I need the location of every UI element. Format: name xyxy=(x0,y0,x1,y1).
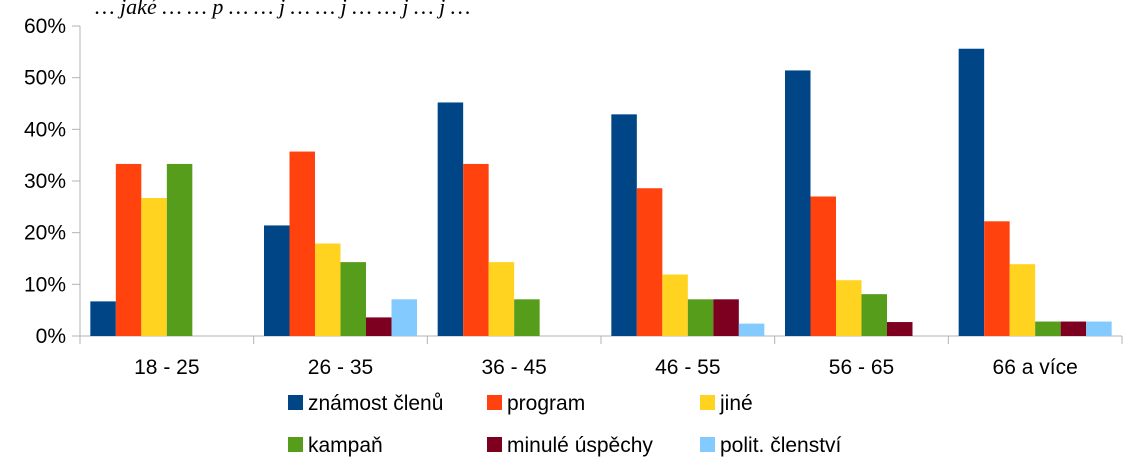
y-tick-label: 20% xyxy=(24,222,66,245)
x-tick-label: 26 - 35 xyxy=(308,356,373,379)
bar xyxy=(887,322,913,336)
bar xyxy=(90,301,116,336)
bar xyxy=(1009,264,1036,336)
bar xyxy=(738,323,765,336)
bar xyxy=(340,262,366,336)
bar xyxy=(166,163,193,336)
chart-title: … jaké … … p … … j … … j … … j … j … xyxy=(95,0,470,19)
bar xyxy=(611,114,637,336)
y-axis: 0% 10% 20% 30% 40% 50% 60% xyxy=(24,15,81,348)
bar xyxy=(437,102,464,336)
bar xyxy=(785,70,811,336)
y-tick-label: 0% xyxy=(36,325,66,348)
bar xyxy=(1060,321,1087,336)
bar xyxy=(810,196,836,336)
bar xyxy=(636,188,663,336)
x-axis: 18 - 25 26 - 35 36 - 45 46 - 55 56 - 65 66 a … xyxy=(79,335,1123,379)
bar xyxy=(463,163,489,336)
bar xyxy=(1086,321,1112,336)
x-tick-label: 36 - 45 xyxy=(481,356,546,379)
bar xyxy=(958,48,985,336)
bar xyxy=(264,225,290,336)
bar xyxy=(1035,321,1061,336)
y-tick-label: 50% xyxy=(24,67,66,90)
x-tick-label: 18 - 25 xyxy=(134,356,199,379)
chart-title-fragment: … jaké … … p … … j … … j … … j … j … xyxy=(95,0,470,19)
x-tick-label: 46 - 55 xyxy=(655,356,720,379)
bar xyxy=(289,151,315,336)
legend-swatch xyxy=(487,395,502,410)
bar xyxy=(984,221,1010,336)
bar xyxy=(488,262,515,336)
bar xyxy=(687,299,714,336)
legend-entry: minulé úspěchy xyxy=(507,434,653,457)
y-tick-label: 30% xyxy=(24,170,66,193)
legend-entry: kampaň xyxy=(308,434,383,457)
y-tick-label: 60% xyxy=(24,15,66,38)
bar xyxy=(861,294,887,336)
legend-entry: polit. členství xyxy=(720,434,842,457)
x-tick-label: 66 a více xyxy=(993,356,1078,379)
legend-swatch xyxy=(700,437,715,452)
bar xyxy=(141,198,167,336)
legend-swatch xyxy=(700,395,715,410)
bar xyxy=(315,243,341,336)
bars xyxy=(90,48,1112,336)
bar xyxy=(836,280,862,336)
bar xyxy=(514,299,540,336)
bar xyxy=(662,274,688,336)
bar xyxy=(391,299,417,336)
legend-entry: známost členů xyxy=(308,392,443,415)
bar xyxy=(713,299,739,336)
legend-entry: program xyxy=(507,392,585,415)
legend-swatch xyxy=(487,437,502,452)
x-tick-label: 56 - 65 xyxy=(829,356,894,379)
legend-entry: jiné xyxy=(719,392,753,415)
y-tick-label: 40% xyxy=(24,118,66,141)
legend-swatch xyxy=(288,437,303,452)
bar xyxy=(366,317,392,336)
bar xyxy=(115,163,142,336)
legend: známost členů program jiné kampaň minulé úsp… xyxy=(288,392,842,457)
legend-swatch xyxy=(288,395,303,410)
y-tick-label: 10% xyxy=(24,273,66,296)
